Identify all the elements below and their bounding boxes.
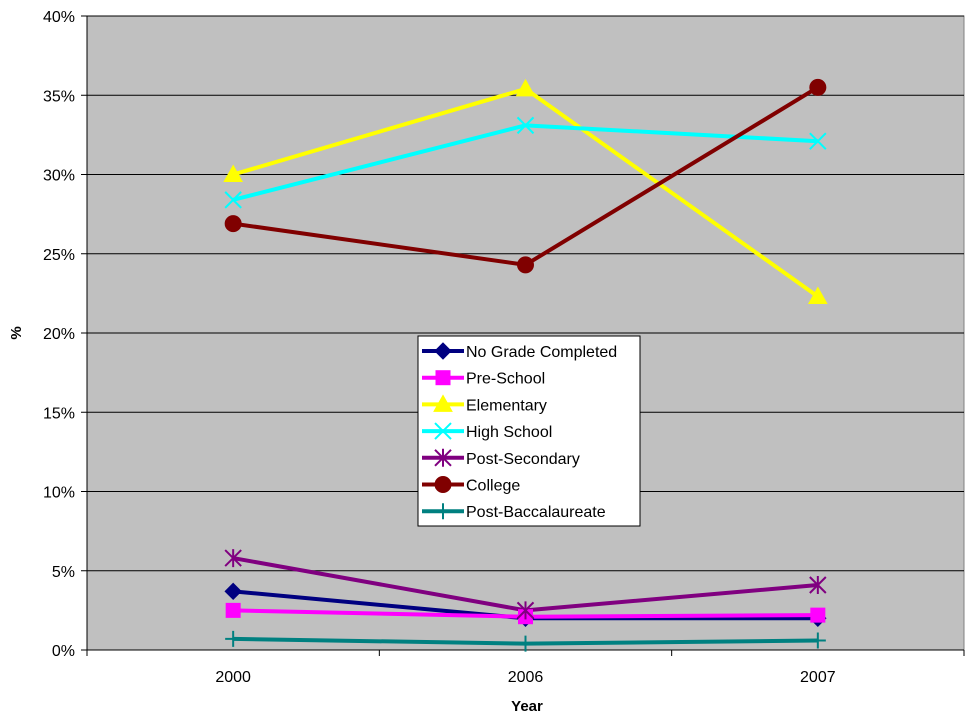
legend-marker xyxy=(435,370,451,386)
data-point xyxy=(224,191,242,209)
y-tick-label: 20% xyxy=(43,326,75,343)
legend-label: No Grade Completed xyxy=(466,344,617,361)
legend: No Grade Completed Pre-School Elementary Hi… xyxy=(417,335,641,527)
data-point xyxy=(516,601,535,620)
data-point xyxy=(517,256,534,274)
legend-entry: High School xyxy=(422,422,552,441)
legend-entry: Post-Secondary xyxy=(422,448,580,468)
legend-entry: Elementary xyxy=(422,394,547,414)
legend-label: Elementary xyxy=(466,397,547,414)
data-point xyxy=(807,286,828,305)
data-point xyxy=(225,630,242,647)
legend-entry: Pre-School xyxy=(422,370,545,388)
series-markers xyxy=(223,78,828,652)
y-tick-label: 35% xyxy=(43,88,75,105)
x-tick-label: 2007 xyxy=(800,669,836,686)
y-tick-label: 25% xyxy=(43,247,75,264)
data-point xyxy=(515,78,536,97)
legend-label: Post-Secondary xyxy=(466,451,580,468)
data-point xyxy=(224,215,242,233)
legend-label: Post-Baccalaureate xyxy=(466,504,606,521)
data-point xyxy=(809,632,826,649)
legend-marker xyxy=(433,394,453,412)
data-point xyxy=(224,582,242,601)
x-axis-title: Year xyxy=(511,698,543,715)
legend-marker xyxy=(434,476,452,493)
data-point xyxy=(809,576,827,595)
y-axis-title: % xyxy=(8,326,25,339)
y-tick-label: 40% xyxy=(43,9,75,26)
data-point xyxy=(517,635,534,652)
data-point xyxy=(809,132,827,150)
legend-entry: College xyxy=(422,476,520,495)
y-tick-label: 15% xyxy=(43,405,75,422)
legend-marker xyxy=(434,448,452,467)
legend-marker xyxy=(434,422,452,440)
data-point xyxy=(224,549,242,568)
legend-marker xyxy=(435,503,451,520)
y-tick-label: 0% xyxy=(52,643,75,660)
legend-entry: Post-Baccalaureate xyxy=(422,503,606,521)
x-tick-label: 2000 xyxy=(215,669,251,686)
data-point xyxy=(516,116,535,135)
legend-label: High School xyxy=(466,424,552,441)
legend-entry: No Grade Completed xyxy=(422,342,617,361)
x-tick-label: 2006 xyxy=(508,669,544,686)
y-tick-label: 10% xyxy=(43,485,75,502)
data-point xyxy=(223,164,244,182)
y-tick-label: 5% xyxy=(52,564,75,581)
data-point xyxy=(809,78,827,96)
legend-label: Pre-School xyxy=(466,371,545,388)
legend-marker xyxy=(434,342,452,360)
data-point xyxy=(225,602,241,618)
data-point xyxy=(810,607,826,623)
legend-label: College xyxy=(466,478,520,495)
y-tick-label: 30% xyxy=(43,168,75,185)
